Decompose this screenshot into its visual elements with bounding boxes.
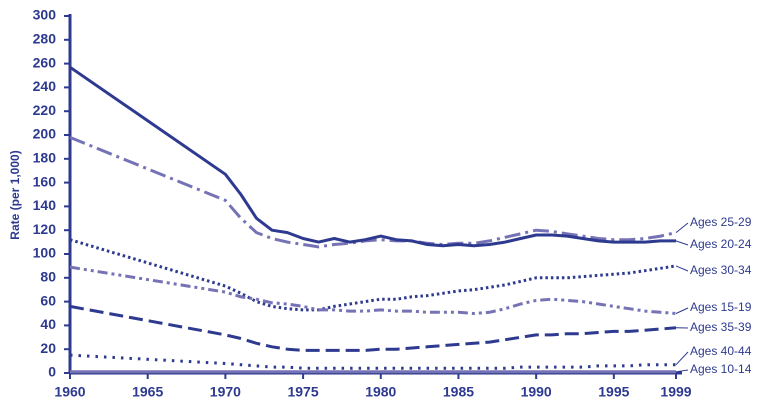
series-line [69,304,677,352]
series-line [69,238,677,312]
x-tick-label: 1975 [287,384,318,400]
y-tick-label: 180 [33,150,57,166]
y-tick-label: 0 [48,364,56,380]
x-tick-label: 1999 [660,384,691,400]
series-line [69,136,677,249]
series-label: Ages 20-24 [690,237,752,251]
y-axis-label: Rate (per 1,000) [8,150,22,239]
series-label: Ages 15-19 [690,300,752,314]
series-label: Ages 10-14 [690,362,752,376]
series-line [69,65,676,248]
y-tick-label: 240 [33,78,57,94]
y-tick-label: 120 [33,221,57,237]
y-tick-label: 40 [40,316,56,332]
leader-line [675,240,689,246]
y-tick-label: 160 [33,173,57,189]
series-label: Ages 25-29 [690,215,752,229]
x-tick-label: 1980 [365,384,396,400]
x-tick-label: 1995 [598,384,629,400]
x-tick-label: 1990 [521,384,552,400]
leader-line [675,351,689,366]
leader-line [675,265,689,272]
y-tick-label: 300 [33,7,57,23]
series-label: Ages 35-39 [690,320,752,334]
leader-line [675,222,689,233]
leader-line [675,307,689,314]
series-label: Ages 40-44 [690,344,752,358]
y-tick-label: 260 [33,54,57,70]
series-line [69,353,676,370]
leader-line [675,369,689,373]
y-tick-label: 80 [40,269,56,285]
y-tick-label: 200 [33,126,57,142]
x-tick-label: 1965 [132,384,163,400]
series-label: Ages 30-34 [690,263,752,277]
y-tick-label: 60 [40,292,56,308]
y-tick-label: 100 [33,245,57,261]
x-tick-label: 1985 [443,384,474,400]
x-tick-label: 1960 [54,384,85,400]
y-tick-label: 220 [33,102,57,118]
y-tick-label: 280 [33,31,57,47]
y-tick-label: 140 [33,197,57,213]
x-tick-label: 1970 [210,384,241,400]
series-line [69,265,677,315]
y-tick-label: 20 [40,340,56,356]
